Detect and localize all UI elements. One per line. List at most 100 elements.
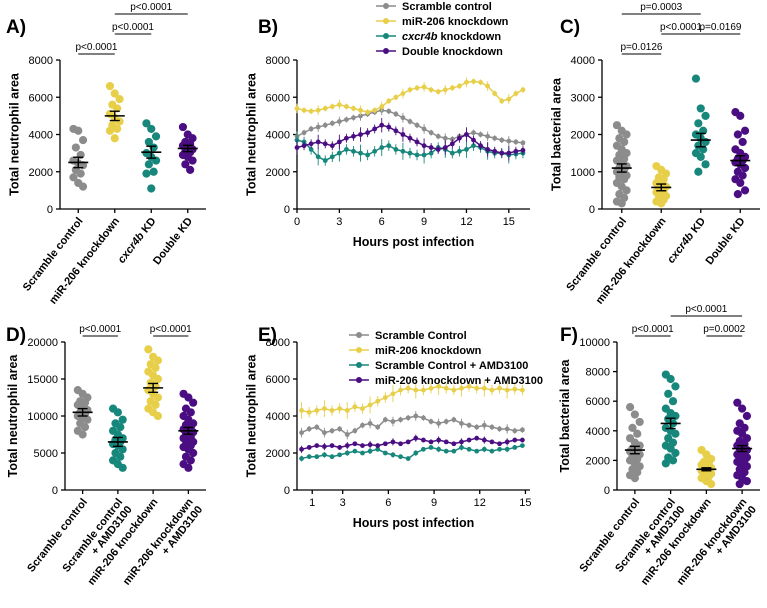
series-point — [520, 147, 526, 153]
series-point — [322, 430, 327, 436]
series-point — [513, 139, 519, 145]
y-tick-label: 4000 — [571, 55, 595, 67]
data-point — [142, 169, 151, 178]
series-point — [400, 91, 406, 96]
data-point — [664, 389, 673, 398]
series-point — [379, 145, 385, 150]
series-point — [294, 106, 300, 111]
series-point — [519, 443, 525, 448]
series-point — [436, 446, 442, 452]
series-point — [420, 415, 426, 421]
y-tick-label: 2000 — [266, 167, 290, 179]
series-point — [420, 446, 426, 452]
data-point — [666, 374, 675, 384]
series-point — [481, 385, 487, 391]
series-point — [512, 386, 518, 392]
series-point — [301, 130, 307, 136]
series-point — [478, 132, 483, 137]
series-point — [414, 139, 420, 145]
series-point — [375, 446, 381, 452]
series-point — [358, 107, 363, 113]
y-tick-label: 6000 — [266, 92, 290, 104]
category-label-italic: cxcr4b — [116, 230, 147, 266]
series-point — [428, 145, 434, 150]
series-point — [459, 385, 464, 391]
data-point — [118, 463, 127, 472]
data-point — [113, 104, 122, 113]
series-point — [322, 106, 328, 111]
series-point — [367, 402, 373, 408]
data-point — [144, 137, 153, 147]
series-point — [358, 150, 363, 156]
p-value-label: p<0.0001 — [112, 22, 154, 33]
data-point — [76, 169, 85, 178]
data-point — [78, 135, 88, 145]
data-point — [181, 160, 190, 169]
data-point — [153, 393, 163, 402]
series-point — [506, 150, 512, 156]
category-label-line: miR-206 knockdown — [675, 496, 750, 587]
series-point — [442, 135, 448, 141]
series-point — [400, 115, 406, 121]
y-tick-label: 4000 — [266, 130, 290, 142]
category-label: Double KD — [704, 215, 748, 267]
series-point — [405, 456, 411, 461]
series-point — [414, 85, 420, 91]
data-point — [110, 89, 119, 98]
y-tick-label: 6000 — [266, 374, 290, 386]
x-tick-label: 9 — [431, 497, 437, 509]
series-point — [414, 122, 420, 128]
series-point — [420, 387, 426, 393]
x-tick-label: 6 — [379, 216, 385, 228]
series-point — [398, 387, 403, 393]
p-value-label: p<0.0001 — [632, 324, 674, 335]
series-point — [428, 150, 434, 156]
legend-marker — [383, 18, 389, 24]
data-point — [694, 119, 703, 128]
category-label: miR-206 knockdown — [47, 215, 122, 306]
data-point — [707, 479, 716, 489]
series-point — [421, 143, 427, 149]
series-point — [352, 448, 358, 454]
y-tick-label: 8000 — [266, 337, 290, 349]
series-point — [499, 150, 505, 156]
series-point — [405, 439, 411, 445]
series-point — [299, 430, 304, 436]
series-point — [315, 124, 321, 130]
series-point — [435, 89, 441, 95]
series-point — [474, 435, 480, 441]
series-point — [372, 148, 378, 154]
series-point — [443, 419, 449, 424]
data-point — [118, 415, 127, 424]
data-point — [153, 356, 163, 365]
data-point — [620, 137, 629, 147]
series-point — [308, 141, 314, 147]
data-point — [617, 199, 626, 208]
series-point — [344, 432, 350, 437]
data-point — [671, 429, 680, 438]
series-point — [365, 130, 371, 136]
series-point — [428, 439, 434, 445]
series-point — [308, 108, 314, 114]
data-point — [740, 186, 750, 195]
series-point — [466, 437, 472, 443]
p-value-label: p=0.0003 — [640, 2, 682, 13]
data-point — [147, 124, 156, 134]
data-point — [144, 345, 153, 354]
y-tick-label: 2000 — [266, 448, 290, 460]
series-point — [372, 107, 378, 113]
panel-d: D) 0 5000 10000 15000 20000 Total neutrophil a… — [6, 324, 206, 588]
series-point — [451, 417, 457, 423]
series-point — [428, 87, 434, 93]
series-point — [456, 135, 462, 141]
series-point — [344, 117, 349, 122]
series-point — [519, 427, 525, 433]
series-point — [360, 422, 365, 428]
series-point — [329, 408, 335, 413]
series-point — [360, 443, 365, 448]
series-point — [301, 143, 307, 149]
series-point — [322, 122, 328, 128]
data-point — [71, 143, 80, 152]
category-label-italic: cxcr4b — [665, 230, 696, 266]
